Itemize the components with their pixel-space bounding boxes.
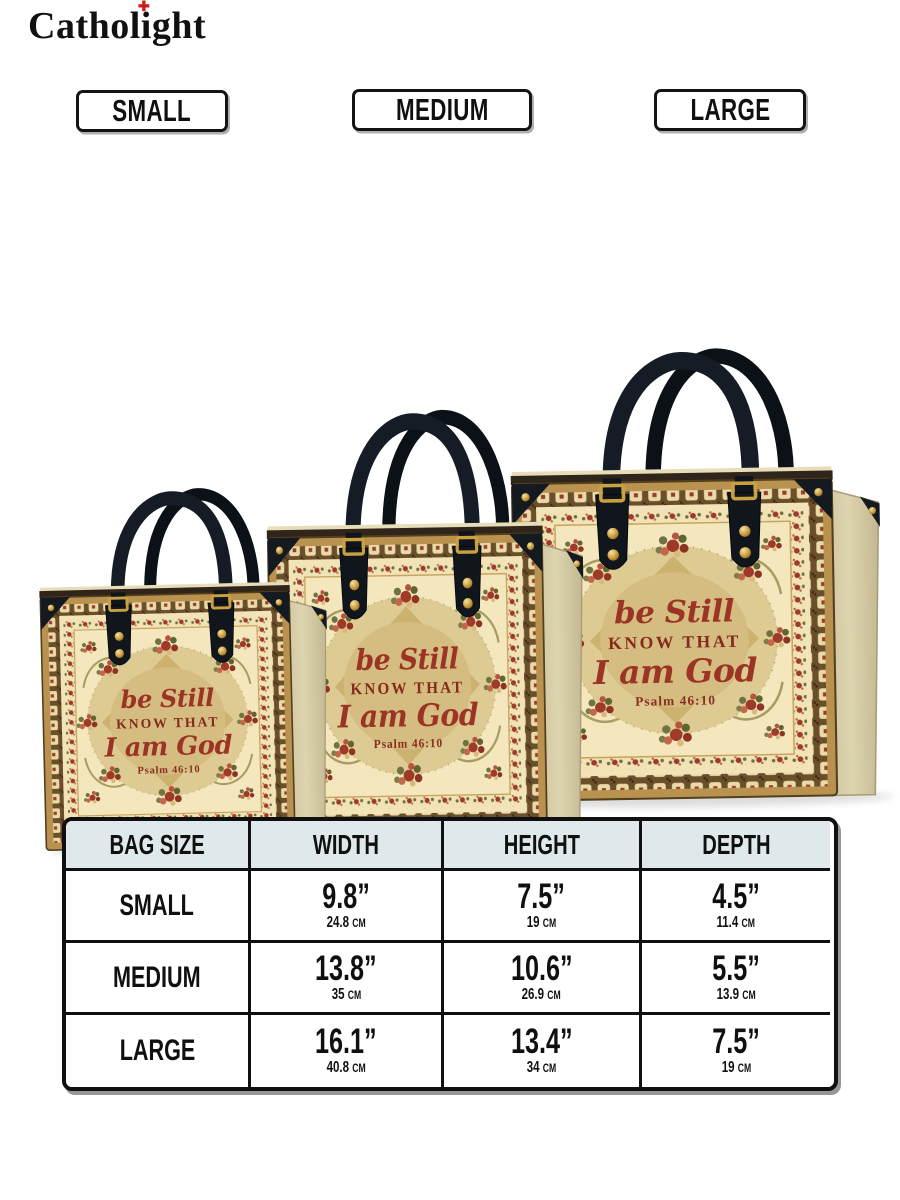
brand-logo: Catholight ✚	[28, 0, 207, 48]
product-showcase: be Still KNOW THAT I am God Psalm 46:10	[0, 150, 900, 790]
header-cell-bag-size: BAG SIZE	[66, 821, 251, 871]
size-chart-table: BAG SIZE WIDTH HEIGHT DEPTH SMALL 9.8” 2…	[62, 817, 838, 1091]
row-large-size: LARGE	[66, 1015, 251, 1087]
row-large-depth: 7.5” 19 CM	[642, 1015, 830, 1087]
row-small-size: SMALL	[66, 871, 251, 943]
row-small-height: 7.5” 19 CM	[444, 871, 642, 943]
size-label-small-text: SMALL	[112, 93, 192, 128]
brand-logo-text: Catholight	[28, 5, 207, 47]
row-medium-width: 13.8” 35 CM	[251, 943, 444, 1015]
row-small-width: 9.8” 24.8 CM	[251, 871, 444, 943]
cross-icon: ✚	[138, 0, 151, 15]
size-label-small: SMALL	[76, 90, 228, 132]
header-cell-width: WIDTH	[251, 821, 444, 871]
size-label-large-text: LARGE	[690, 92, 770, 127]
size-label-large: LARGE	[654, 89, 806, 131]
size-label-medium: MEDIUM	[352, 89, 532, 131]
header-cell-depth: DEPTH	[642, 821, 830, 871]
header-cell-height: HEIGHT	[444, 821, 642, 871]
bag-photo-small	[25, 476, 339, 858]
row-medium-height: 10.6” 26.9 CM	[444, 943, 642, 1015]
row-large-width: 16.1” 40.8 CM	[251, 1015, 444, 1087]
row-large-height: 13.4” 34 CM	[444, 1015, 642, 1087]
row-medium-depth: 5.5” 13.9 CM	[642, 943, 830, 1015]
row-medium-size: MEDIUM	[66, 943, 251, 1015]
row-small-depth: 4.5” 11.4 CM	[642, 871, 830, 943]
size-label-medium-text: MEDIUM	[395, 92, 489, 127]
